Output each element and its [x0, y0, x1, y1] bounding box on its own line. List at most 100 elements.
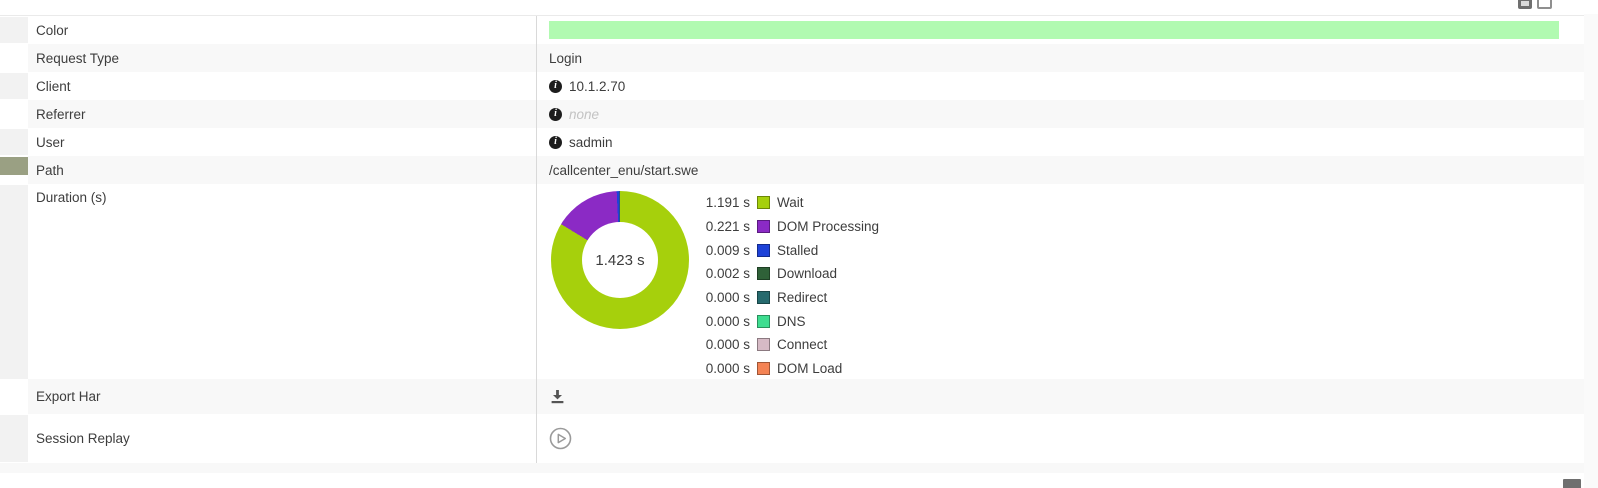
legend-swatch-icon	[757, 243, 770, 257]
screenshot-icon-glyph	[1521, 1, 1529, 6]
row-label-cell-duration-s: Duration (s)	[28, 184, 536, 381]
legend-item-stalled: 0.009 s Stalled	[702, 238, 879, 262]
row-session-replay: Session Replay	[0, 414, 1584, 463]
legend-value: 0.221 s	[705, 219, 750, 235]
info-icon[interactable]: i	[549, 79, 562, 93]
row-label-cell-referrer: Referrer	[28, 100, 536, 128]
row-value-export-har	[536, 379, 1584, 414]
value-text-request-type: Login	[549, 50, 583, 66]
legend-value: 0.002 s	[705, 266, 750, 282]
legend-label: Download	[777, 266, 838, 282]
row-label-user: User	[36, 134, 65, 150]
panel-icon[interactable]	[1563, 479, 1581, 488]
row-marker-color	[0, 16, 28, 44]
row-marker-session-replay	[0, 414, 28, 463]
row-user: User i sadmin	[0, 128, 1584, 156]
row-label-session-replay: Session Replay	[36, 431, 130, 446]
row-label-color: Color	[36, 22, 69, 38]
duration-chart: 1.423 s 1.191 s Wait 0.221 s DOM Processing 0…	[549, 190, 879, 381]
legend-swatch-icon	[757, 291, 770, 305]
row-request-type: Request Type Login	[0, 44, 1584, 72]
row-label-cell-export-har: Export Har	[28, 379, 536, 414]
legend-swatch-icon	[757, 314, 770, 328]
row-label-cell-session-replay: Session Replay	[28, 414, 536, 463]
legend-value: 0.000 s	[705, 290, 750, 306]
row-value-session-replay	[536, 414, 1584, 463]
row-label-cell-client: Client	[28, 72, 536, 100]
legend-item-download: 0.002 s Download	[702, 262, 879, 286]
legend-label: DOM Processing	[777, 219, 880, 235]
legend-label: DNS	[777, 313, 806, 329]
row-color: Color	[0, 16, 1584, 44]
value-text-path: /callcenter_enu/start.swe	[549, 162, 699, 178]
row-value-color	[536, 16, 1584, 44]
row-label-cell-user: User	[28, 128, 536, 156]
row-label-request-type: Request Type	[36, 50, 120, 66]
legend-swatch-icon	[757, 196, 770, 210]
legend-value: 1.191 s	[705, 195, 750, 211]
legend-swatch-icon	[757, 338, 770, 352]
row-label-cell-color: Color	[28, 16, 536, 44]
legend-value: 0.000 s	[705, 361, 750, 377]
legend-swatch-icon	[757, 267, 770, 281]
duration-donut-chart: 1.423 s	[551, 191, 689, 329]
row-value-request-type: Login	[536, 44, 1584, 72]
legend-item-redirect: 0.000 s Redirect	[702, 286, 879, 310]
legend-label: Wait	[777, 195, 804, 211]
legend-label: Stalled	[777, 242, 819, 258]
legend-label: Redirect	[777, 290, 828, 306]
row-marker-duration-s	[0, 184, 28, 381]
row-value-user: i sadmin	[536, 128, 1584, 156]
legend-swatch-icon	[757, 362, 770, 376]
row-value-duration-s: 1.423 s 1.191 s Wait 0.221 s DOM Processing 0…	[536, 184, 1584, 381]
row-client: Client i 10.1.2.70	[0, 72, 1584, 100]
row-value-client: i 10.1.2.70	[536, 72, 1584, 100]
row-label-path: Path	[36, 162, 64, 178]
row-value-path: /callcenter_enu/start.swe	[536, 156, 1584, 184]
color-bar	[549, 21, 1559, 39]
row-duration-s: Duration (s) 1.423 s 1.191 s Wait 0.221 s DOM…	[0, 184, 1584, 381]
row-marker-request-type	[0, 44, 28, 72]
legend-item-connect: 0.000 s Connect	[702, 333, 879, 357]
play-circle-icon[interactable]	[549, 427, 572, 450]
legend-item-dns: 0.000 s DNS	[702, 309, 879, 333]
legend-value: 0.000 s	[705, 313, 750, 329]
row-referrer: Referrer i none	[0, 100, 1584, 128]
row-marker-client	[0, 72, 28, 100]
row-marker-referrer	[0, 100, 28, 128]
row-marker-path	[0, 156, 28, 184]
info-icon[interactable]: i	[549, 107, 562, 121]
row-marker-user	[0, 128, 28, 156]
donut-center-label: 1.423 s	[595, 251, 645, 269]
donut-center: 1.423 s	[582, 222, 658, 298]
duration-legend: 1.191 s Wait 0.221 s DOM Processing 0.009 s S…	[702, 190, 879, 381]
screenshot-icon[interactable]	[1518, 0, 1532, 9]
download-icon[interactable]	[549, 388, 566, 405]
row-path: Path/callcenter_enu/start.swe	[0, 156, 1584, 184]
row-export-har: Export Har	[0, 379, 1584, 414]
value-text-referrer: none	[569, 106, 600, 122]
row-label-duration-s: Duration (s)	[36, 190, 107, 205]
scrollbar-track[interactable]	[1584, 14, 1598, 488]
row-label-referrer: Referrer	[36, 106, 86, 122]
window-icon[interactable]	[1537, 0, 1552, 9]
value-text-user: sadmin	[569, 134, 613, 150]
row-label-client: Client	[36, 78, 71, 94]
legend-item-wait: 1.191 s Wait	[702, 191, 879, 215]
footer-strip	[0, 463, 1588, 473]
row-label-cell-request-type: Request Type	[28, 44, 536, 72]
legend-label: DOM Load	[777, 361, 843, 377]
details-table: Color Request Type Login Client i 10.1.2.70 Re…	[0, 15, 1584, 464]
legend-label: Connect	[777, 337, 828, 353]
row-label-export-har: Export Har	[36, 389, 101, 404]
legend-item-dom-load: 0.000 s DOM Load	[702, 357, 879, 381]
legend-swatch-icon	[757, 220, 770, 234]
legend-value: 0.009 s	[705, 242, 750, 258]
info-icon[interactable]: i	[549, 135, 562, 149]
legend-value: 0.000 s	[705, 337, 750, 353]
legend-item-dom-processing: 0.221 s DOM Processing	[702, 215, 879, 239]
row-marker-export-har	[0, 379, 28, 414]
row-value-referrer: i none	[536, 100, 1584, 128]
value-text-client: 10.1.2.70	[569, 78, 626, 94]
